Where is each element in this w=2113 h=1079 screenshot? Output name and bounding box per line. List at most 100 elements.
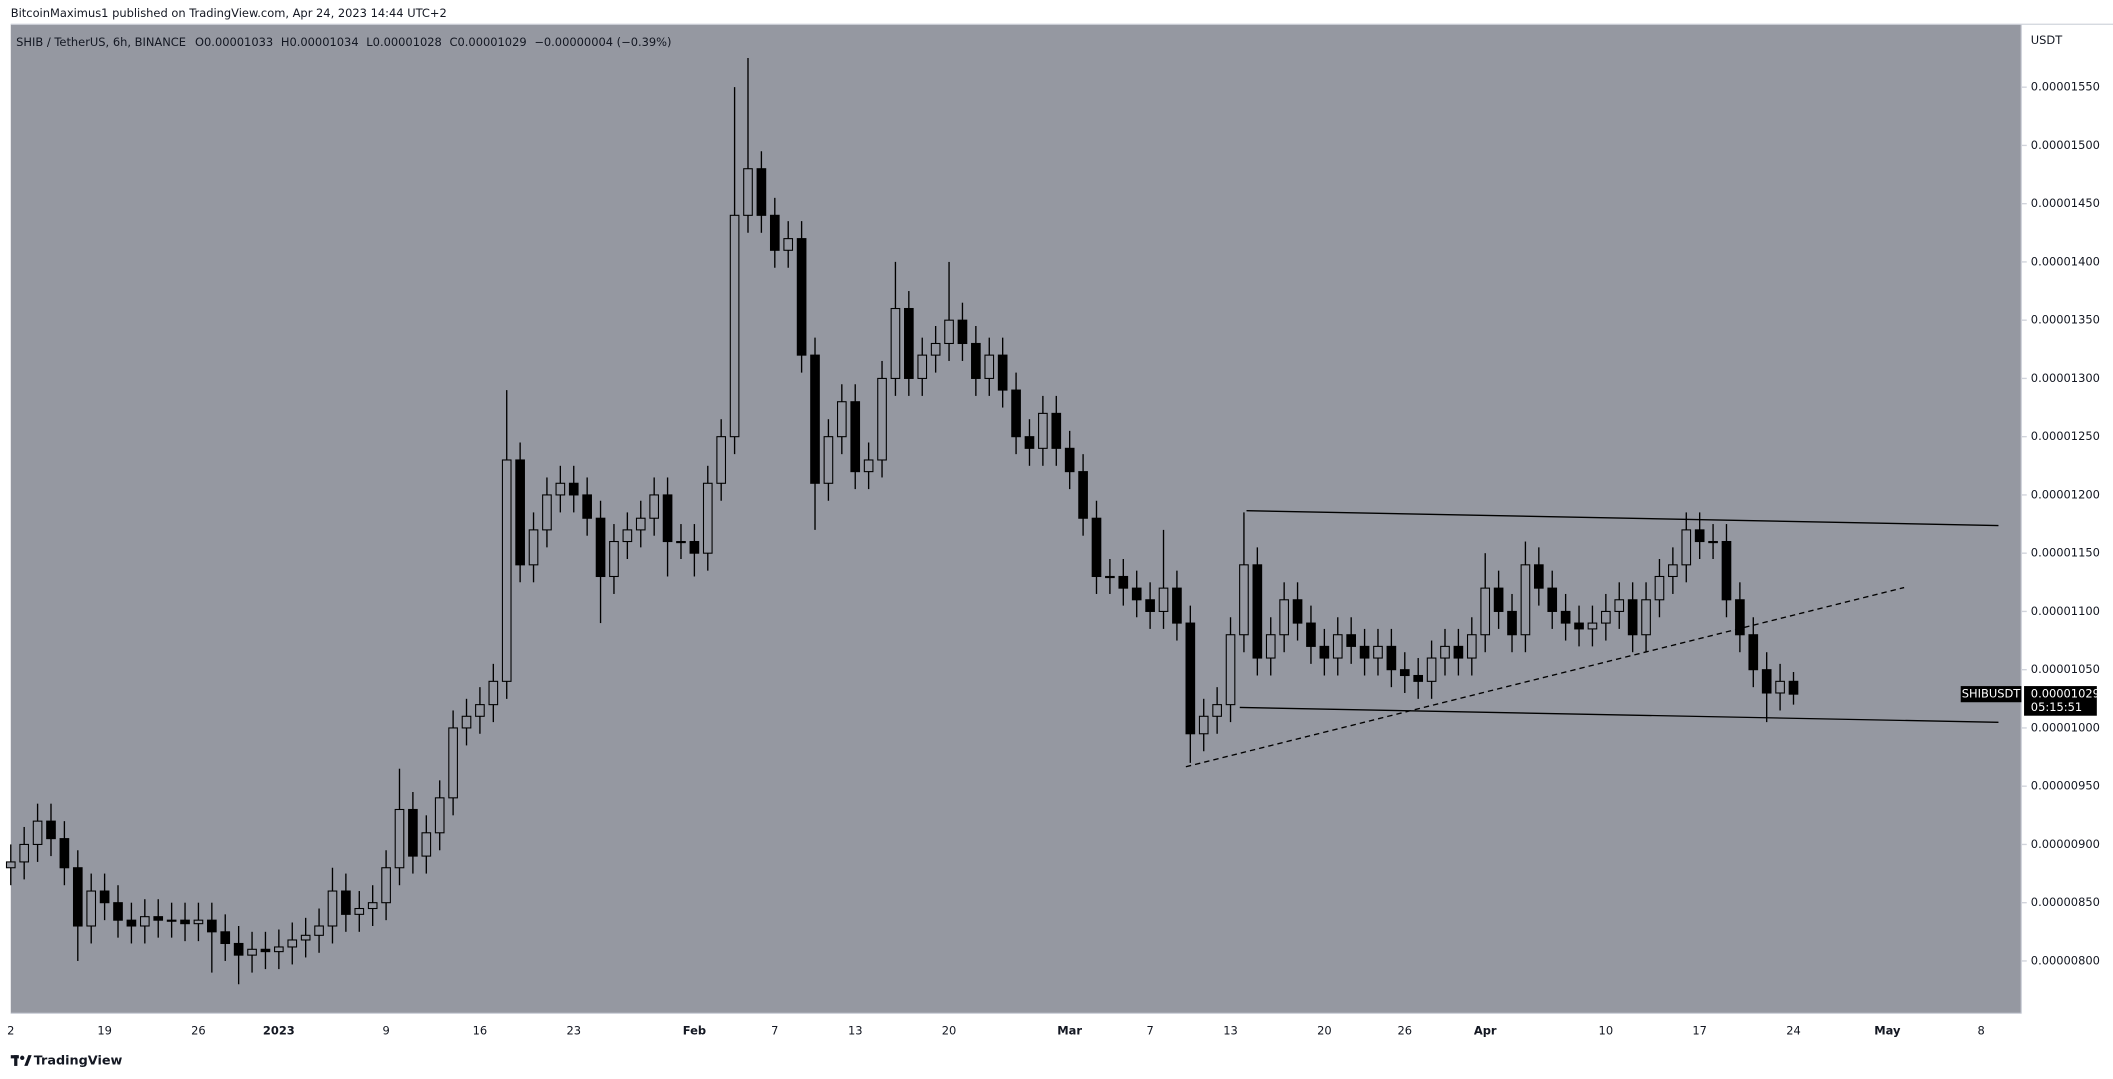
y-tick-label: 0.00000900 bbox=[2031, 837, 2100, 851]
candle-body bbox=[139, 916, 150, 927]
candle-body bbox=[193, 919, 204, 925]
candle-body bbox=[971, 342, 981, 379]
candle-body bbox=[1105, 575, 1115, 579]
candle-body bbox=[1038, 412, 1048, 449]
symbol-tag bbox=[1960, 686, 2022, 703]
candle-body bbox=[1761, 669, 1772, 694]
x-tick-label: 7 bbox=[771, 1023, 778, 1037]
y-tick-label: 0.00001250 bbox=[2031, 429, 2100, 443]
candle-body bbox=[1641, 599, 1651, 636]
candle-body bbox=[756, 168, 767, 216]
candle-body bbox=[1346, 634, 1356, 647]
candle-body bbox=[930, 342, 941, 356]
legend-c-label: C bbox=[450, 34, 458, 48]
y-tick-label: 0.00001050 bbox=[2031, 662, 2100, 676]
candle-body bbox=[676, 540, 686, 544]
x-tick-label: 2023 bbox=[263, 1023, 295, 1037]
candle-body bbox=[877, 377, 887, 461]
logo-part bbox=[14, 1055, 18, 1066]
candle-body bbox=[394, 808, 405, 869]
candle-body bbox=[622, 529, 633, 543]
candle-body bbox=[488, 680, 499, 706]
candle-body bbox=[5, 861, 16, 869]
legend-h-value: 0.00001034 bbox=[289, 34, 358, 48]
candle-body bbox=[381, 867, 391, 904]
candle-body bbox=[1533, 564, 1544, 589]
y-tick-label: 0.00001300 bbox=[2031, 371, 2100, 385]
candle-body bbox=[1788, 680, 1799, 695]
candle-body bbox=[461, 715, 472, 729]
candle-body bbox=[863, 459, 874, 473]
candle-body bbox=[46, 820, 56, 840]
candle-body bbox=[1185, 622, 1196, 735]
candle-body bbox=[702, 482, 713, 554]
candle-body bbox=[1078, 471, 1088, 519]
candle-body bbox=[743, 168, 753, 216]
candle-body bbox=[957, 319, 968, 345]
candle-body bbox=[944, 319, 954, 345]
candle-body bbox=[59, 838, 70, 869]
candle-body bbox=[810, 354, 820, 484]
candle-body bbox=[1413, 674, 1424, 682]
candle-body bbox=[1574, 622, 1584, 630]
candle-body bbox=[207, 919, 217, 933]
candle-body bbox=[1775, 680, 1785, 694]
candle-body bbox=[86, 890, 97, 927]
legend-o-label: O bbox=[195, 34, 204, 48]
publisher-line: BitcoinMaximus1 published on TradingView… bbox=[11, 6, 447, 20]
x-tick-label: 16 bbox=[473, 1023, 488, 1037]
price-tag-label: 0.00001029 bbox=[2031, 687, 2100, 701]
candle-body bbox=[153, 916, 164, 921]
x-tick-label: 2 bbox=[7, 1023, 14, 1037]
candle-body bbox=[1466, 634, 1477, 659]
candle-body bbox=[769, 214, 780, 251]
legend-change: −0.00000004 (−0.39%) bbox=[534, 34, 671, 48]
candle-body bbox=[1748, 634, 1759, 671]
y-tick-label: 0.00001500 bbox=[2031, 138, 2100, 152]
candle-body bbox=[1681, 529, 1692, 566]
y-tick-label: 0.00001150 bbox=[2031, 546, 2100, 560]
channel-bottom-line bbox=[1239, 706, 1999, 723]
candle-body bbox=[1131, 587, 1142, 601]
candle-body bbox=[166, 919, 177, 922]
x-tick-label: 23 bbox=[566, 1023, 581, 1037]
candle-body bbox=[1279, 599, 1289, 636]
x-tick-label: 17 bbox=[1692, 1023, 1707, 1037]
x-tick-label: 13 bbox=[1223, 1023, 1238, 1037]
candle-body bbox=[1587, 622, 1598, 630]
candle-body bbox=[300, 934, 311, 941]
candle-body bbox=[568, 482, 579, 496]
candle-body bbox=[1011, 389, 1021, 438]
footer-brand: TradingView bbox=[34, 1054, 123, 1069]
candle-body bbox=[1507, 610, 1517, 636]
candle-body bbox=[528, 529, 539, 566]
candle-body bbox=[1292, 599, 1303, 624]
dashed-trend-line bbox=[1185, 586, 1905, 768]
legend-o-value: 0.00001033 bbox=[204, 34, 273, 48]
candle-body bbox=[32, 820, 43, 845]
candle-body bbox=[515, 459, 525, 566]
candle-body bbox=[1601, 610, 1611, 624]
candle-body bbox=[1735, 599, 1745, 636]
candle-body bbox=[287, 939, 298, 948]
candle-body bbox=[448, 727, 458, 799]
candle-body bbox=[555, 482, 566, 496]
candle-body bbox=[1547, 587, 1558, 612]
candle-body bbox=[783, 238, 794, 251]
candle-body bbox=[126, 919, 137, 927]
candle-body bbox=[1158, 587, 1169, 612]
y-tick-label: 0.00001550 bbox=[2031, 80, 2100, 94]
candle-body bbox=[582, 494, 592, 519]
candle-body bbox=[367, 902, 378, 910]
candle-body bbox=[984, 354, 995, 379]
x-tick-label: 26 bbox=[1398, 1023, 1413, 1037]
y-tick-label: 0.00000800 bbox=[2031, 953, 2100, 967]
candle-body bbox=[274, 946, 284, 953]
candle-body bbox=[408, 808, 418, 857]
y-tick-label: 0.00000950 bbox=[2031, 779, 2100, 793]
candle-body bbox=[341, 890, 351, 915]
candles bbox=[5, 58, 1799, 985]
candle-body bbox=[1386, 645, 1397, 671]
candle-body bbox=[354, 907, 365, 915]
candle-body bbox=[1225, 634, 1236, 706]
